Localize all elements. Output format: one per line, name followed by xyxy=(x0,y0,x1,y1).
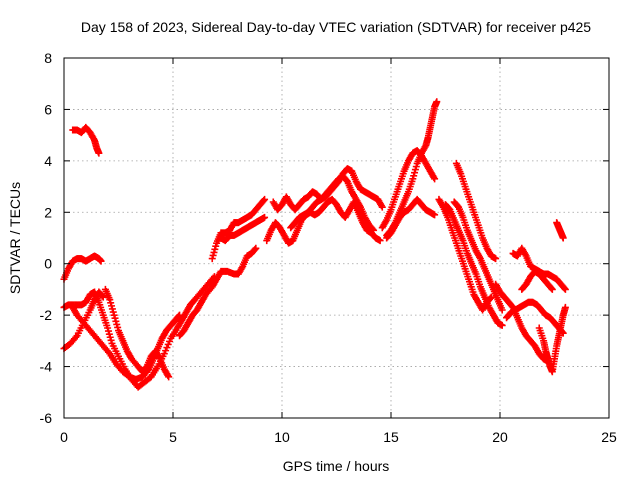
data-point xyxy=(492,255,500,263)
data-point xyxy=(498,321,506,329)
y-tick-label: -4 xyxy=(40,359,53,375)
series-s5 xyxy=(69,303,184,383)
data-point xyxy=(260,196,268,204)
data-point xyxy=(261,195,269,203)
axis-ticks: 0 5 10 15 20 25 -6 -4 -2 0 2 4 6 8 xyxy=(40,50,617,445)
x-tick-label: 0 xyxy=(60,429,68,445)
x-axis-label: GPS time / hours xyxy=(283,458,390,474)
y-tick-label: 2 xyxy=(44,204,52,220)
y-tick-label: 6 xyxy=(44,101,52,117)
data-point xyxy=(378,203,386,211)
data-point xyxy=(561,303,569,311)
series-s12 xyxy=(287,172,378,234)
data-point xyxy=(547,284,555,292)
data-point xyxy=(561,285,569,293)
series-s25 xyxy=(553,219,567,242)
series-s6 xyxy=(101,285,173,381)
data-point xyxy=(561,284,569,292)
data-point xyxy=(369,225,377,233)
series-s18 xyxy=(452,159,500,263)
series-s10 xyxy=(263,195,384,247)
series-s15 xyxy=(383,195,439,242)
series-s8 xyxy=(208,195,269,263)
y-tick-label: 8 xyxy=(44,50,52,66)
data-point xyxy=(431,175,439,183)
data-point xyxy=(176,311,184,319)
y-axis-label: SDTVAR / TECUs xyxy=(7,182,23,294)
data-point xyxy=(431,211,439,219)
x-tick-label: 10 xyxy=(274,429,290,445)
y-tick-label: 0 xyxy=(44,256,52,272)
x-tick-label: 5 xyxy=(169,429,177,445)
data-point xyxy=(498,306,506,314)
data-point xyxy=(548,285,556,293)
series-s17 xyxy=(435,195,495,314)
y-tick-label: 4 xyxy=(44,153,52,169)
series-s9 xyxy=(217,213,269,245)
x-tick-label: 15 xyxy=(383,429,399,445)
grid-lines xyxy=(64,58,609,418)
data-point xyxy=(95,149,103,157)
plot-frame xyxy=(63,57,610,419)
series-s19 xyxy=(450,198,506,314)
data-point xyxy=(175,312,183,320)
data-point xyxy=(252,244,260,252)
data-point xyxy=(97,257,105,265)
data-point xyxy=(559,234,567,242)
x-tick-label: 25 xyxy=(601,429,617,445)
series-s7 xyxy=(176,244,260,340)
data-point xyxy=(370,226,378,234)
series-s14 xyxy=(378,147,439,232)
series-s4 xyxy=(60,273,218,391)
data-point xyxy=(376,237,384,245)
series-s23 xyxy=(509,244,569,293)
y-tick-label: -6 xyxy=(40,410,53,426)
y-tick-label: -2 xyxy=(40,307,53,323)
data-point xyxy=(261,213,269,221)
x-tick-label: 20 xyxy=(492,429,508,445)
data-point xyxy=(251,245,259,253)
chart-title: Day 158 of 2023, Sidereal Day-to-day VTE… xyxy=(81,19,591,35)
data-points xyxy=(60,98,569,391)
data-point xyxy=(486,294,494,302)
data-point xyxy=(433,98,441,106)
series-s2 xyxy=(69,123,103,157)
series-s24 xyxy=(535,303,569,376)
data-point xyxy=(165,373,173,381)
series-s1 xyxy=(60,252,105,283)
